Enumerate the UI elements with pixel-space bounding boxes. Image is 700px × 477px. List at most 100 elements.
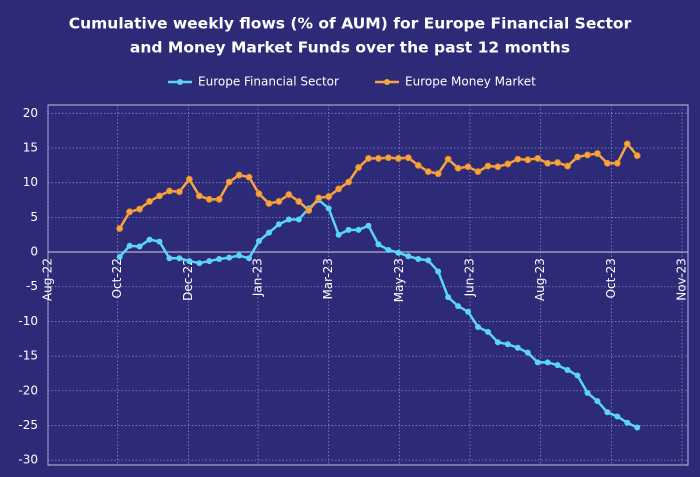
point xyxy=(345,226,352,233)
legend-label: Europe Financial Sector xyxy=(198,75,339,89)
point xyxy=(504,160,512,168)
y-tick-label: -30 xyxy=(18,453,38,467)
point xyxy=(494,339,501,346)
point xyxy=(325,193,333,200)
point xyxy=(116,225,124,232)
x-tick-label: Jan-23 xyxy=(251,258,265,297)
point xyxy=(166,187,173,195)
point xyxy=(455,303,462,310)
point xyxy=(434,170,442,178)
point xyxy=(613,159,621,167)
point xyxy=(256,237,263,244)
point xyxy=(574,153,581,161)
point xyxy=(524,349,531,356)
point xyxy=(494,163,502,171)
point xyxy=(465,308,472,315)
point xyxy=(315,194,323,202)
y-tick-label: 0 xyxy=(30,245,38,259)
point xyxy=(335,231,342,238)
point xyxy=(335,185,343,193)
point xyxy=(454,164,462,172)
point xyxy=(265,229,272,236)
point xyxy=(564,162,571,170)
x-tick-label: Aug-22 xyxy=(41,258,55,301)
x-tick-label: Dec-22 xyxy=(181,258,195,301)
point xyxy=(574,372,581,379)
point xyxy=(633,152,641,160)
point xyxy=(604,409,611,416)
y-tick-label: 20 xyxy=(23,106,38,120)
point xyxy=(126,242,133,249)
point xyxy=(175,188,183,196)
point xyxy=(544,159,552,167)
point xyxy=(156,238,163,245)
y-tick-label: -25 xyxy=(18,418,38,432)
point xyxy=(325,205,332,212)
point xyxy=(136,205,143,213)
point xyxy=(245,173,253,181)
point xyxy=(484,328,491,335)
point xyxy=(136,243,143,250)
x-tick-label: Oct-22 xyxy=(110,258,124,298)
y-tick-label: 15 xyxy=(23,141,38,155)
point xyxy=(385,154,392,162)
point xyxy=(435,268,442,275)
point xyxy=(385,246,392,253)
point xyxy=(365,222,372,229)
point xyxy=(514,344,521,351)
point xyxy=(225,178,233,186)
y-tick-label: 10 xyxy=(23,175,38,189)
point xyxy=(584,151,591,159)
point xyxy=(544,359,551,366)
x-tick-label: May-23 xyxy=(392,258,406,302)
point xyxy=(524,156,532,164)
point xyxy=(176,255,183,262)
point xyxy=(236,252,243,259)
x-tick-label: Oct-23 xyxy=(604,258,618,298)
point xyxy=(216,255,223,262)
legend-marker xyxy=(384,79,390,85)
point xyxy=(345,178,352,186)
point xyxy=(564,366,571,373)
point xyxy=(146,236,153,243)
point xyxy=(205,195,213,203)
point xyxy=(375,155,382,162)
point xyxy=(414,161,422,169)
point xyxy=(185,175,193,183)
x-tick-label: Nov-23 xyxy=(675,258,689,301)
point xyxy=(275,221,282,228)
y-tick-label: -5 xyxy=(26,279,38,293)
point xyxy=(404,154,412,162)
point xyxy=(375,241,382,248)
point xyxy=(534,359,541,366)
chart-title: Cumulative weekly flows (% of AUM) for E… xyxy=(69,15,632,33)
point xyxy=(255,190,263,198)
point xyxy=(614,413,621,420)
point xyxy=(395,249,402,256)
point xyxy=(295,198,303,205)
y-tick-label: 5 xyxy=(30,210,38,224)
point xyxy=(623,140,631,148)
point xyxy=(195,192,203,200)
point xyxy=(285,216,292,223)
point xyxy=(116,253,123,260)
x-tick-label: Jun-23 xyxy=(463,258,477,297)
point xyxy=(425,257,432,264)
point xyxy=(355,226,362,233)
point xyxy=(285,191,293,198)
point xyxy=(365,155,372,162)
point xyxy=(594,150,601,157)
point xyxy=(196,260,203,267)
point xyxy=(603,159,611,167)
point xyxy=(265,200,273,207)
point xyxy=(584,389,591,396)
point xyxy=(474,323,481,330)
point xyxy=(355,164,362,171)
point xyxy=(246,255,253,262)
point xyxy=(415,255,422,262)
point xyxy=(464,163,472,171)
point xyxy=(295,216,302,223)
x-tick-label: Mar-23 xyxy=(321,258,335,299)
